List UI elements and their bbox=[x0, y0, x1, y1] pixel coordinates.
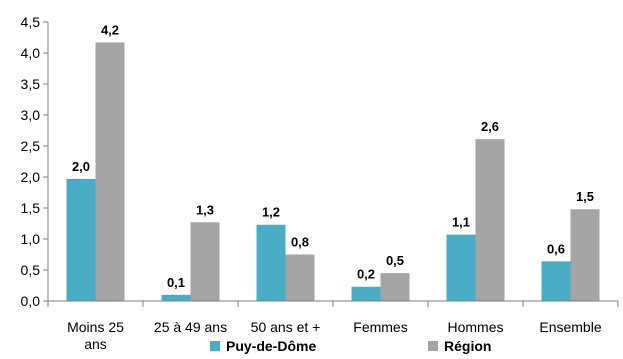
y-tick-label: 3,0 bbox=[21, 107, 41, 123]
data-label: 0,1 bbox=[167, 275, 185, 290]
data-labels: 2,0 4,2 0,1 1,3 1,2 0,8 0,2 0,5 1,1 2,6 0,6 1,5 bbox=[72, 22, 594, 289]
legend-label: Puy-de-Dôme bbox=[226, 338, 316, 354]
y-tick-label: 4,5 bbox=[21, 14, 41, 30]
data-label: 4,2 bbox=[101, 22, 119, 37]
legend-swatch bbox=[428, 341, 438, 351]
bar bbox=[285, 254, 315, 301]
bar bbox=[161, 294, 191, 301]
x-category-label: Hommes bbox=[447, 319, 503, 335]
x-category-label: Femmes bbox=[353, 319, 407, 335]
data-label: 2,6 bbox=[481, 119, 499, 134]
data-label: 2,0 bbox=[72, 159, 90, 174]
data-label: 1,2 bbox=[262, 205, 280, 220]
y-tick-label: 2,0 bbox=[21, 169, 41, 185]
bar bbox=[475, 139, 505, 301]
bar bbox=[541, 261, 571, 301]
legend: Puy-de-Dôme Région bbox=[210, 338, 491, 354]
x-category-label: Ensemble bbox=[539, 319, 601, 335]
data-label: 1,1 bbox=[452, 215, 470, 230]
bar bbox=[256, 224, 286, 301]
data-label: 0,8 bbox=[291, 235, 309, 250]
data-label: 0,6 bbox=[547, 241, 565, 256]
data-label: 0,5 bbox=[386, 253, 404, 268]
bar bbox=[380, 273, 410, 301]
y-axis: 0,0 0,5 1,0 1,5 2,0 2,5 3,0 3,5 4,0 4,5 bbox=[21, 14, 49, 309]
legend-swatch bbox=[210, 341, 220, 351]
y-tick-label: 1,5 bbox=[21, 200, 41, 216]
bar bbox=[351, 286, 381, 301]
bars bbox=[66, 42, 600, 302]
y-tick-label: 2,5 bbox=[21, 138, 41, 154]
x-category-label: ans bbox=[84, 336, 107, 352]
data-label: 0,2 bbox=[357, 267, 375, 282]
bar bbox=[570, 209, 600, 301]
bar bbox=[95, 42, 125, 302]
y-tick-label: 3,5 bbox=[21, 76, 41, 92]
bar bbox=[66, 178, 96, 301]
legend-label: Région bbox=[444, 338, 491, 354]
data-label: 1,5 bbox=[576, 189, 594, 204]
y-tick-label: 0,0 bbox=[21, 293, 41, 309]
data-label: 1,3 bbox=[196, 202, 214, 217]
y-tick-label: 1,0 bbox=[21, 231, 41, 247]
y-tick-label: 4,0 bbox=[21, 45, 41, 61]
x-category-label: 25 à 49 ans bbox=[154, 319, 227, 335]
bar bbox=[190, 222, 220, 301]
y-tick-label: 0,5 bbox=[21, 262, 41, 278]
x-category-label: Moins 25 bbox=[67, 319, 124, 335]
x-category-label: 50 ans et + bbox=[251, 319, 321, 335]
bar bbox=[446, 234, 476, 301]
